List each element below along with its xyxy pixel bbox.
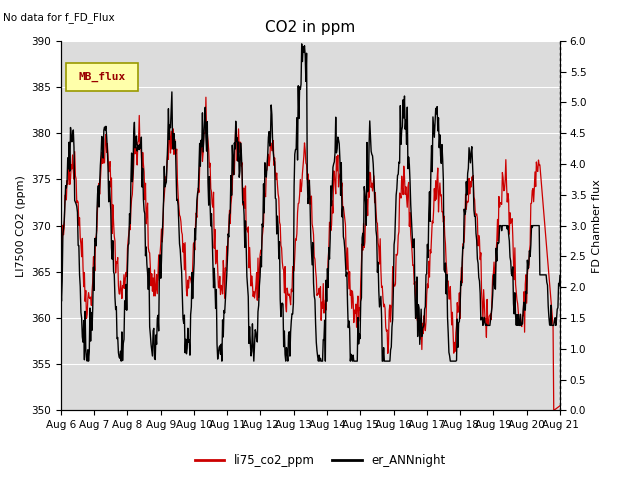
Y-axis label: FD Chamber flux: FD Chamber flux	[592, 179, 602, 273]
Legend: li75_co2_ppm, er_ANNnight: li75_co2_ppm, er_ANNnight	[190, 449, 450, 472]
Title: CO2 in ppm: CO2 in ppm	[265, 21, 356, 36]
Y-axis label: LI7500 CO2 (ppm): LI7500 CO2 (ppm)	[15, 175, 26, 276]
Text: No data for f_FD_Flux: No data for f_FD_Flux	[3, 12, 115, 23]
FancyBboxPatch shape	[66, 63, 138, 91]
Text: MB_flux: MB_flux	[79, 72, 126, 82]
